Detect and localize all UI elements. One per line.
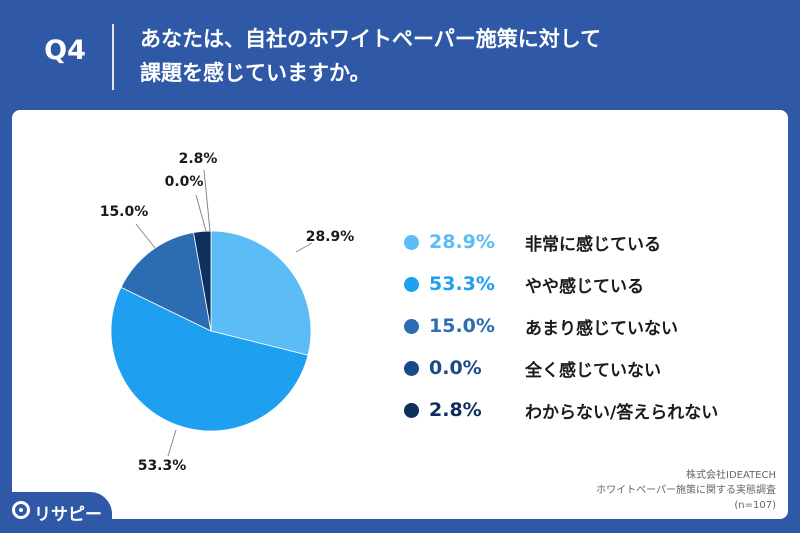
legend-label: 全く感じていない: [525, 360, 661, 381]
leader-line: [203, 169, 211, 232]
legend-label: やや感じている: [525, 276, 644, 297]
legend-item: 15.0% あまり感じていない: [404, 305, 718, 347]
legend: 28.9% 非常に感じている 53.3% やや感じている 15.0% あまり感じ…: [404, 221, 718, 431]
logo-text: リサピー: [34, 505, 102, 525]
legend-dot: [404, 360, 419, 376]
pin-icon: [12, 501, 30, 519]
slice-value-label: 15.0%: [100, 204, 149, 220]
question-number: Q4: [44, 35, 86, 66]
footnote-sample-size: (n=107): [734, 500, 776, 511]
legend-item: 0.0% 全く感じていない: [404, 347, 718, 389]
legend-dot: [404, 402, 419, 418]
pie-slice: [120, 232, 212, 332]
slice-value-label: 53.3%: [138, 458, 187, 474]
pie-slice: [110, 286, 309, 432]
legend-dot: [404, 276, 419, 292]
question-line-2: 課題を感じていますか。: [140, 61, 371, 85]
legend-label: 非常に感じている: [525, 234, 661, 255]
question-text: あなたは、自社のホワイトペーパー施策に対して 課題を感じていますか。: [140, 22, 780, 90]
question-line-1: あなたは、自社のホワイトペーパー施策に対して: [140, 27, 602, 51]
legend-item: 28.9% 非常に感じている: [404, 221, 718, 263]
legend-item: 2.8% わからない/答えられない: [404, 389, 718, 431]
pie-slice: [210, 230, 312, 356]
legend-value: 2.8%: [429, 399, 482, 421]
pie-slice: [193, 230, 212, 332]
legend-value: 15.0%: [429, 315, 495, 337]
leader-line: [295, 242, 313, 253]
footnote-survey: ホワイトペーパー施策に関する実態調査: [596, 485, 776, 496]
legend-dot: [404, 234, 419, 250]
header-divider: [112, 24, 114, 90]
slice-value-label: 2.8%: [179, 151, 218, 167]
header: Q4 あなたは、自社のホワイトペーパー施策に対して 課題を感じていますか。: [0, 0, 800, 108]
legend-value: 0.0%: [429, 357, 482, 379]
legend-dot: [404, 318, 419, 334]
leader-line: [135, 223, 156, 249]
leader-line: [195, 194, 207, 232]
legend-value: 53.3%: [429, 273, 495, 295]
legend-label: わからない/答えられない: [525, 402, 719, 423]
footnote: 株式会社IDEATECH ホワイトペーパー施策に関する実態調査 (n=107): [596, 468, 776, 513]
legend-item: 53.3% やや感じている: [404, 263, 718, 305]
legend-label: あまり感じていない: [525, 318, 678, 339]
legend-value: 28.9%: [429, 231, 495, 253]
slice-value-label: 0.0%: [165, 174, 204, 190]
slice-value-label: 28.9%: [306, 229, 355, 245]
footnote-company: 株式会社IDEATECH: [686, 470, 776, 481]
leader-line: [167, 429, 177, 457]
brand-logo: リサピー: [0, 492, 112, 533]
